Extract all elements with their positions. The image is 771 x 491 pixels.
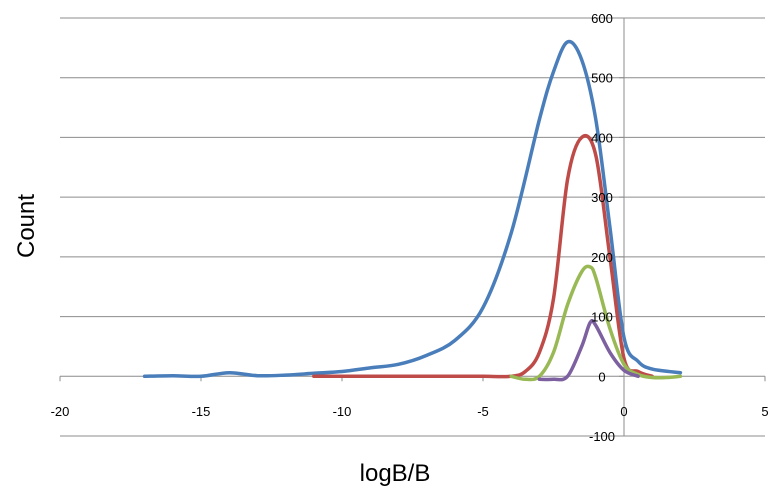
x-tick-label: 0 [620,404,627,419]
series-layer [142,39,683,382]
x-tick-label: -15 [192,404,211,419]
tick-labels: -20 -15 -10 -5 0 5 -100 0 100 200 300 400 500 600 [51,11,769,444]
y-tick-label: 0 [598,369,605,384]
series-line-1 [142,39,683,379]
series-line-3 [509,264,683,382]
series-line-4 [537,318,640,382]
gridlines [60,17,765,437]
y-tick-label: -100 [589,429,615,444]
y-tick-label: 600 [591,11,613,26]
series-line-2 [312,133,654,379]
y-tick-label: 100 [591,310,613,325]
x-tick-label: -20 [51,404,70,419]
y-tick-label: 400 [591,130,613,145]
x-axis-label: logB/B [360,460,431,487]
axes [59,17,766,437]
x-tick-label: 5 [761,404,768,419]
x-tick-label: -5 [477,404,489,419]
y-tick-label: 200 [591,250,613,265]
y-axis-label: Count [13,194,40,258]
y-tick-label: 300 [591,190,613,205]
x-tick-label: -10 [333,404,352,419]
y-tick-label: 500 [591,71,613,86]
